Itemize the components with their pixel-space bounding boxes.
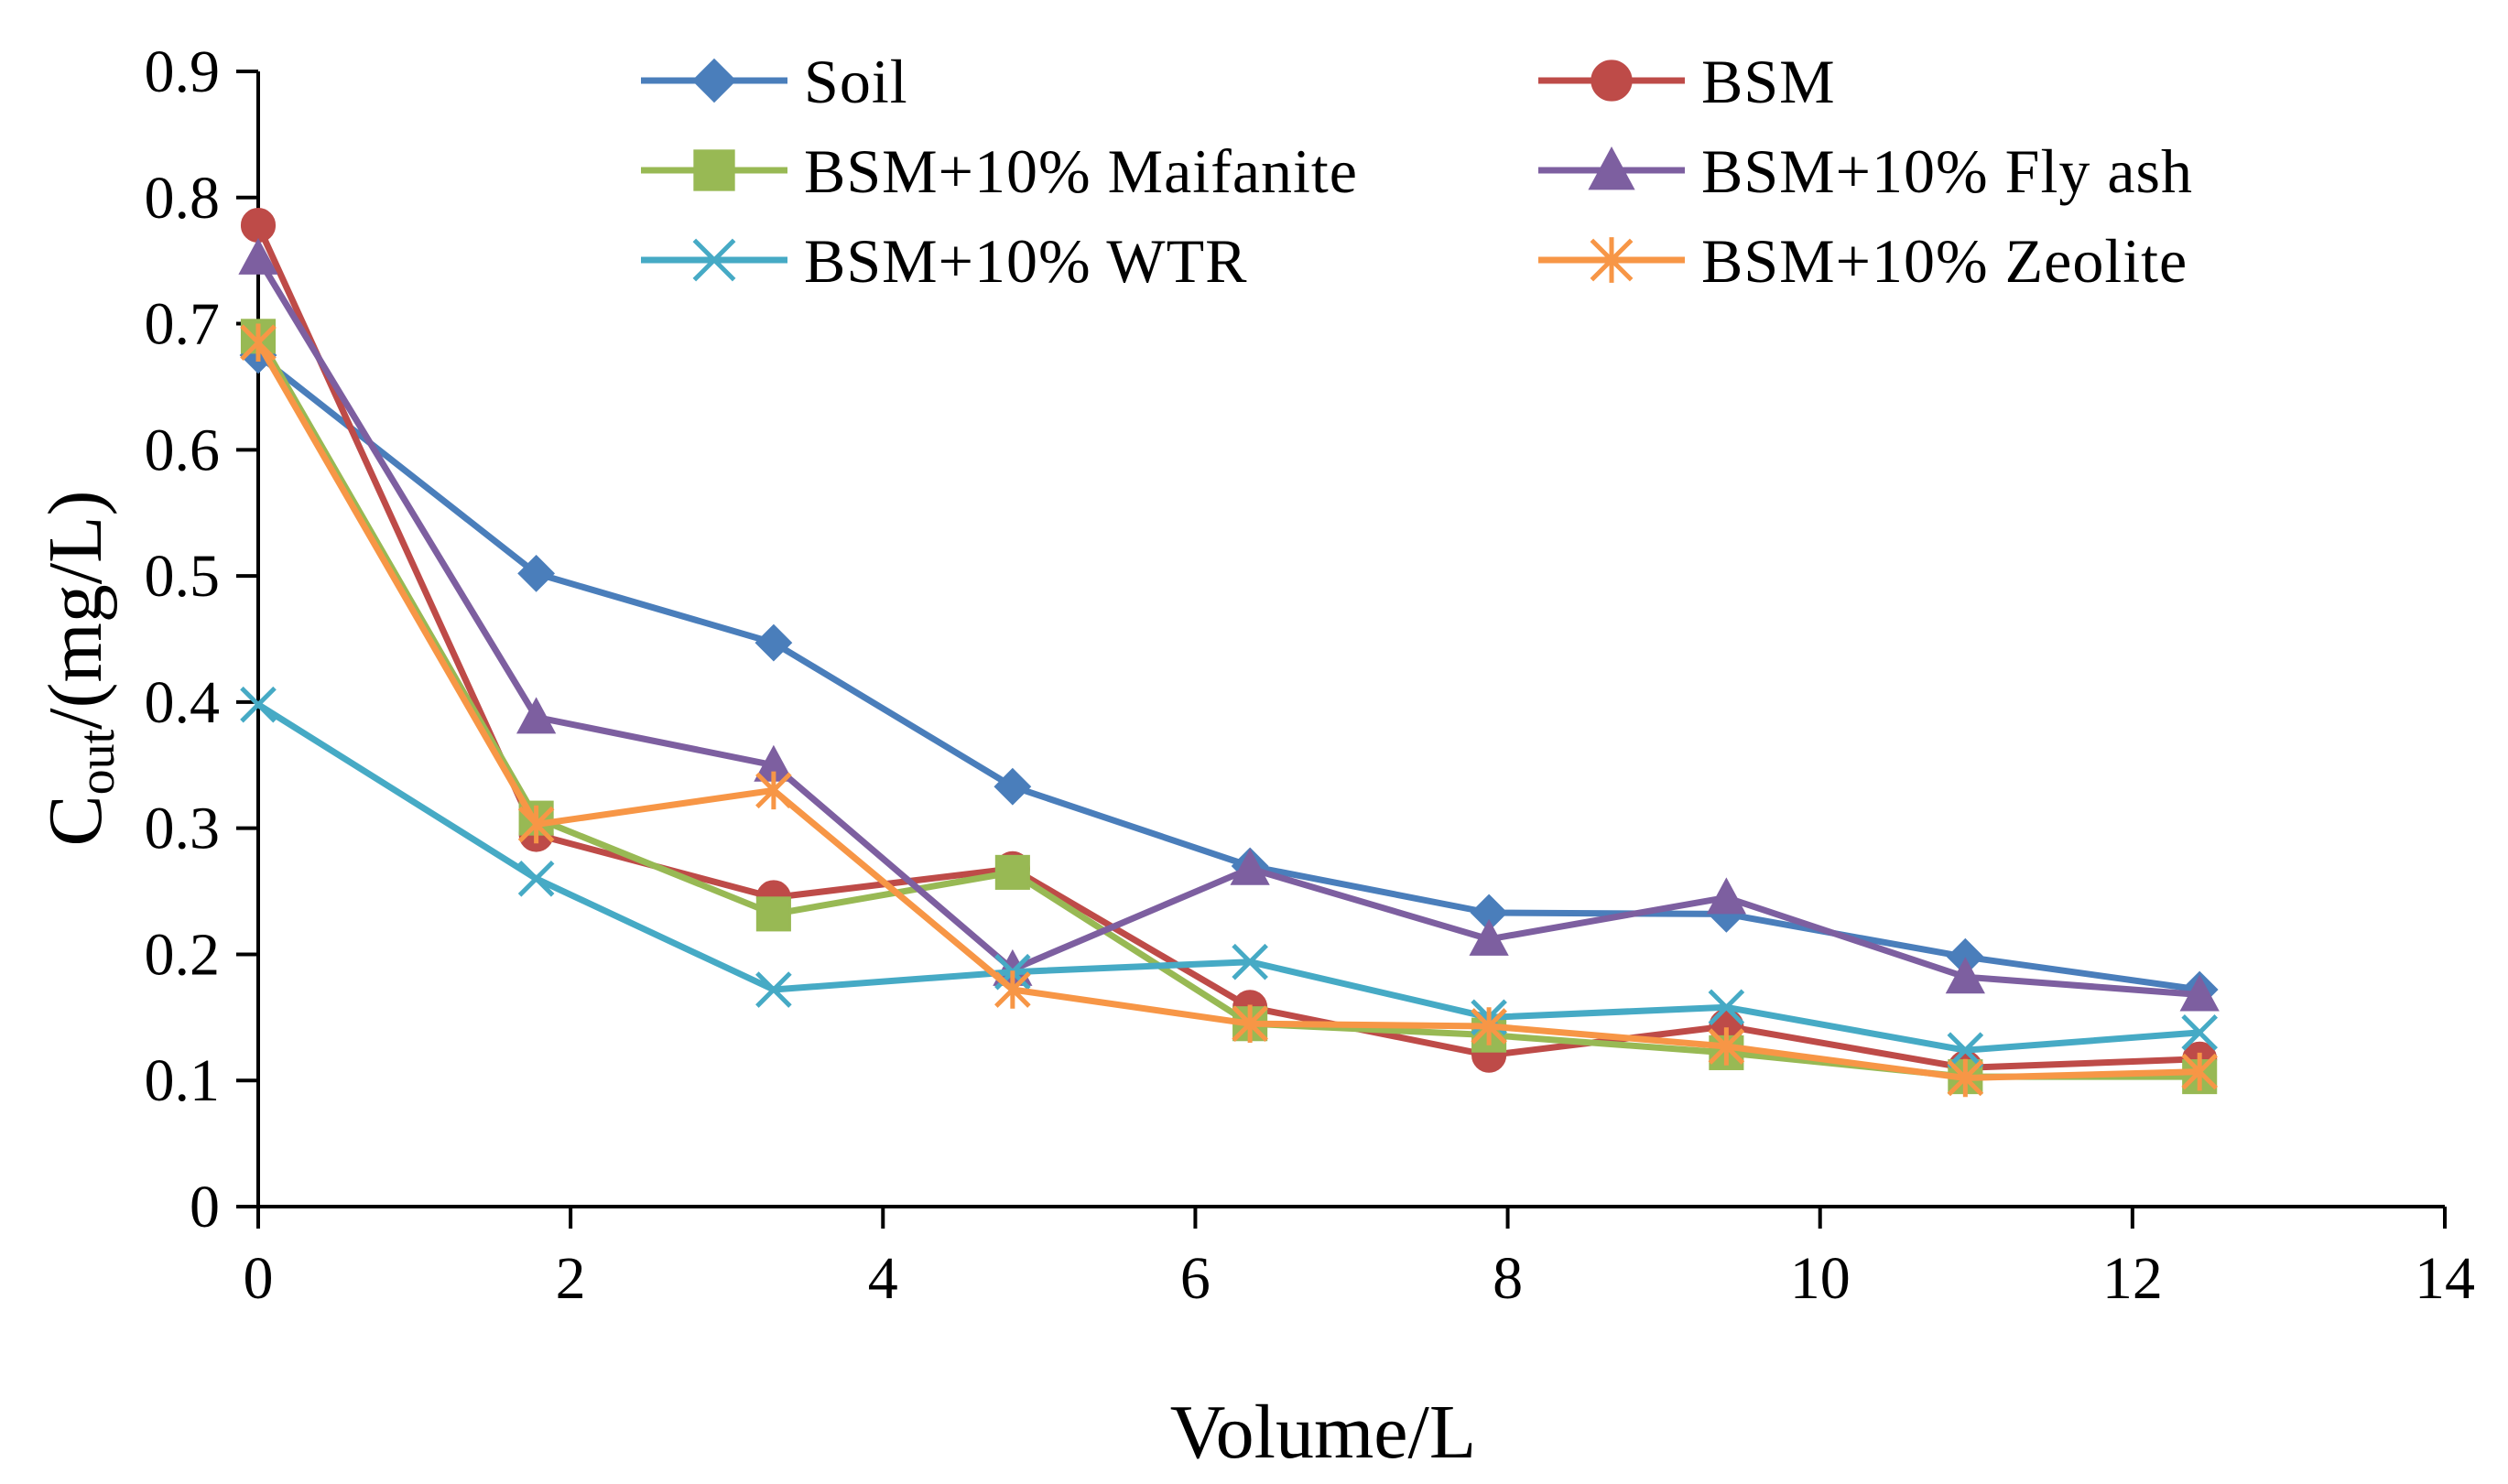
data-point-bsm-10-zeolite	[1947, 1058, 1984, 1098]
data-point-bsm-10-zeolite	[994, 970, 1031, 1009]
data-point-bsm-10-fly-ash	[238, 237, 278, 275]
data-point-bsm-10-wtr	[240, 686, 277, 723]
y-tick-label: 0.9	[145, 38, 221, 105]
series-bsm-10-fly-ash	[238, 237, 2220, 1012]
legend: Soil BSM BSM+10% Maifanite BSM+10% Fly ash B…	[641, 47, 2193, 296]
series-bsm	[240, 208, 2218, 1086]
data-point-bsm-10-zeolite	[1232, 1004, 1268, 1043]
x-tick-label: 8	[1493, 1245, 1523, 1312]
legend-marker-bsm-10-fly-ash	[1588, 146, 1635, 190]
y-tick-label: 0	[190, 1174, 220, 1240]
y-tick-label: 0.5	[145, 543, 221, 610]
data-point-bsm-10-zeolite	[240, 323, 277, 362]
y-tick-label: 0.7	[145, 291, 221, 358]
data-point-bsm-10-fly-ash	[1469, 918, 1509, 956]
y-axis-title-subscript: out	[69, 729, 125, 795]
series-bsm-10-wtr	[240, 686, 2219, 1068]
legend-item-soil: Soil	[641, 47, 908, 116]
legend-label: BSM+10% Maifanite	[804, 136, 1358, 206]
y-tick-label: 0.1	[145, 1047, 221, 1114]
legend-item-bsm-10-zeolite: BSM+10% Zeolite	[1538, 226, 2188, 296]
y-tick-label: 0.2	[145, 921, 221, 988]
series-group	[238, 208, 2220, 1098]
series-line-bsm	[255, 223, 2200, 1071]
x-tick-label: 2	[556, 1245, 586, 1312]
data-point-bsm-10-zeolite	[1471, 1007, 1507, 1045]
data-point-bsm-10-zeolite	[2181, 1052, 2219, 1091]
x-tick-label: 14	[2415, 1245, 2475, 1312]
data-point-soil	[517, 554, 556, 592]
y-axis-title-rest: /(mg/L)	[33, 491, 118, 730]
data-point-bsm-10-maifanite	[755, 896, 791, 932]
y-tick-label: 0.6	[145, 417, 221, 483]
y-axis-title: Cout/(mg/L)	[33, 491, 125, 847]
data-point-bsm-10-maifanite	[994, 854, 1030, 890]
data-point-soil	[993, 767, 1032, 806]
data-point-bsm-10-wtr	[1232, 943, 1268, 980]
legend-marker-bsm-10-wtr	[692, 238, 736, 282]
data-point-bsm-10-fly-ash	[1945, 957, 1985, 994]
data-point-soil	[755, 623, 793, 662]
data-point-bsm	[240, 208, 277, 244]
series-line-bsm-10-zeolite	[255, 341, 2200, 1081]
y-tick-label: 0.3	[145, 796, 221, 862]
x-tick-label: 0	[244, 1245, 274, 1312]
y-tick-label: 0.8	[145, 165, 221, 232]
data-point-bsm-10-zeolite	[517, 805, 555, 844]
legend-marker-bsm-10-maifanite	[693, 149, 735, 191]
data-point-bsm-10-wtr	[1947, 1032, 1984, 1068]
axes: 0 0.1 0.2 0.3 0.4 0.5 0.6 0.7 0.8 0.9 0 2 4 6 8 10 12 14	[145, 38, 2476, 1312]
legend-label: BSM+10% Fly ash	[1701, 136, 2193, 206]
x-tick-label: 4	[868, 1245, 898, 1312]
data-point-bsm-10-wtr	[2181, 1014, 2219, 1051]
series-soil	[239, 336, 2219, 1009]
legend-item-bsm: BSM	[1538, 47, 1836, 116]
y-axis-title-main: C	[33, 795, 118, 846]
data-point-bsm-10-zeolite	[1708, 1027, 1745, 1066]
legend-marker-bsm-10-zeolite	[1590, 237, 1634, 283]
y-tick-label: 0.4	[145, 669, 221, 736]
legend-item-bsm-10-maifanite: BSM+10% Maifanite	[641, 136, 1358, 206]
legend-label: BSM+10% Zeolite	[1701, 226, 2188, 296]
legend-label: Soil	[804, 47, 908, 116]
data-point-bsm-10-wtr	[1708, 989, 1745, 1026]
legend-item-bsm-10-wtr: BSM+10% WTR	[641, 226, 1247, 296]
legend-marker-soil	[691, 58, 737, 103]
x-tick-label: 12	[2102, 1245, 2163, 1312]
data-point-bsm-10-wtr	[517, 860, 555, 897]
data-point-bsm-10-fly-ash	[1230, 848, 1270, 885]
series-bsm-10-zeolite	[240, 323, 2219, 1098]
x-axis-title: Volume/L	[1170, 1390, 1476, 1475]
data-point-bsm-10-wtr	[755, 971, 792, 1008]
x-tick-label: 6	[1180, 1245, 1211, 1312]
x-tick-label: 10	[1790, 1245, 1851, 1312]
data-point-bsm-10-fly-ash	[1706, 877, 1746, 915]
legend-marker-bsm	[1591, 60, 1633, 102]
data-point-bsm-10-zeolite	[755, 771, 792, 810]
data-point-bsm-10-fly-ash	[516, 697, 557, 734]
legend-label: BSM+10% WTR	[804, 226, 1247, 296]
legend-label: BSM	[1701, 47, 1836, 116]
data-point-bsm-10-fly-ash	[2179, 974, 2220, 1012]
legend-item-bsm-10-fly-ash: BSM+10% Fly ash	[1538, 136, 2193, 206]
